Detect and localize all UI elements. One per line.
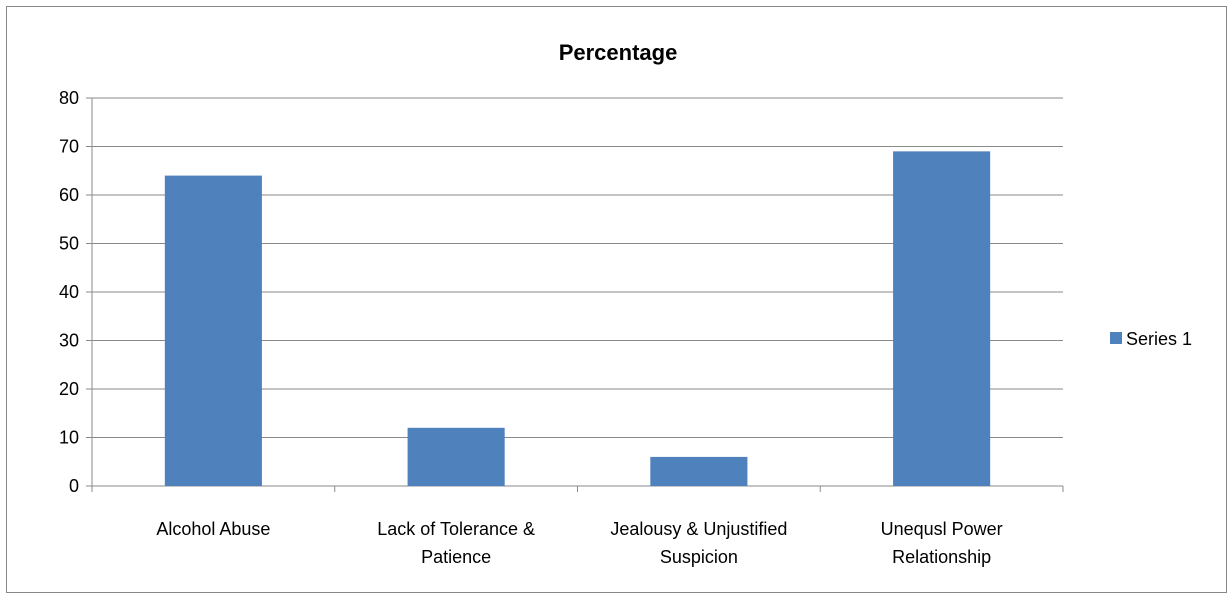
- bar-2: [650, 456, 748, 486]
- y-tick-label: 30: [59, 331, 79, 351]
- bar-1: [407, 427, 505, 486]
- x-tick-label: Jealousy & Unjustified: [610, 519, 787, 539]
- x-tick-label: Alcohol Abuse: [156, 519, 270, 539]
- x-tick-label: Suspicion: [660, 547, 738, 567]
- x-tick-label: Unequsl Power: [881, 519, 1003, 539]
- x-tick-label: Patience: [421, 547, 491, 567]
- bar-3: [893, 151, 991, 486]
- y-tick-label: 10: [59, 428, 79, 448]
- x-tick-labels: Alcohol Abuse Lack of Tolerance & Patience…: [156, 519, 1002, 567]
- y-tick-label: 0: [69, 476, 79, 496]
- legend-label: Series 1: [1126, 329, 1192, 349]
- legend: Series 1: [1110, 329, 1192, 349]
- y-tick-labels: 0 10 20 30 40 50 60 70 80: [59, 88, 79, 496]
- chart-frame: Percentage 0 10 20 30 40 50 60 70 80 Alcohol Abu…: [6, 6, 1227, 593]
- x-tick-label: Relationship: [892, 547, 991, 567]
- x-tick-label: Lack of Tolerance &: [377, 519, 535, 539]
- y-tick-label: 80: [59, 88, 79, 108]
- y-tick-label: 50: [59, 234, 79, 254]
- y-tick-label: 20: [59, 379, 79, 399]
- chart-title: Percentage: [559, 40, 678, 65]
- bar-chart: Percentage 0 10 20 30 40 50 60 70 80 Alcohol Abu…: [59, 40, 1192, 567]
- y-tick-label: 40: [59, 282, 79, 302]
- bar-0: [164, 175, 262, 486]
- y-tick-label: 70: [59, 137, 79, 157]
- y-tick-label: 60: [59, 185, 79, 205]
- legend-swatch: [1110, 332, 1122, 344]
- bars: [164, 151, 991, 486]
